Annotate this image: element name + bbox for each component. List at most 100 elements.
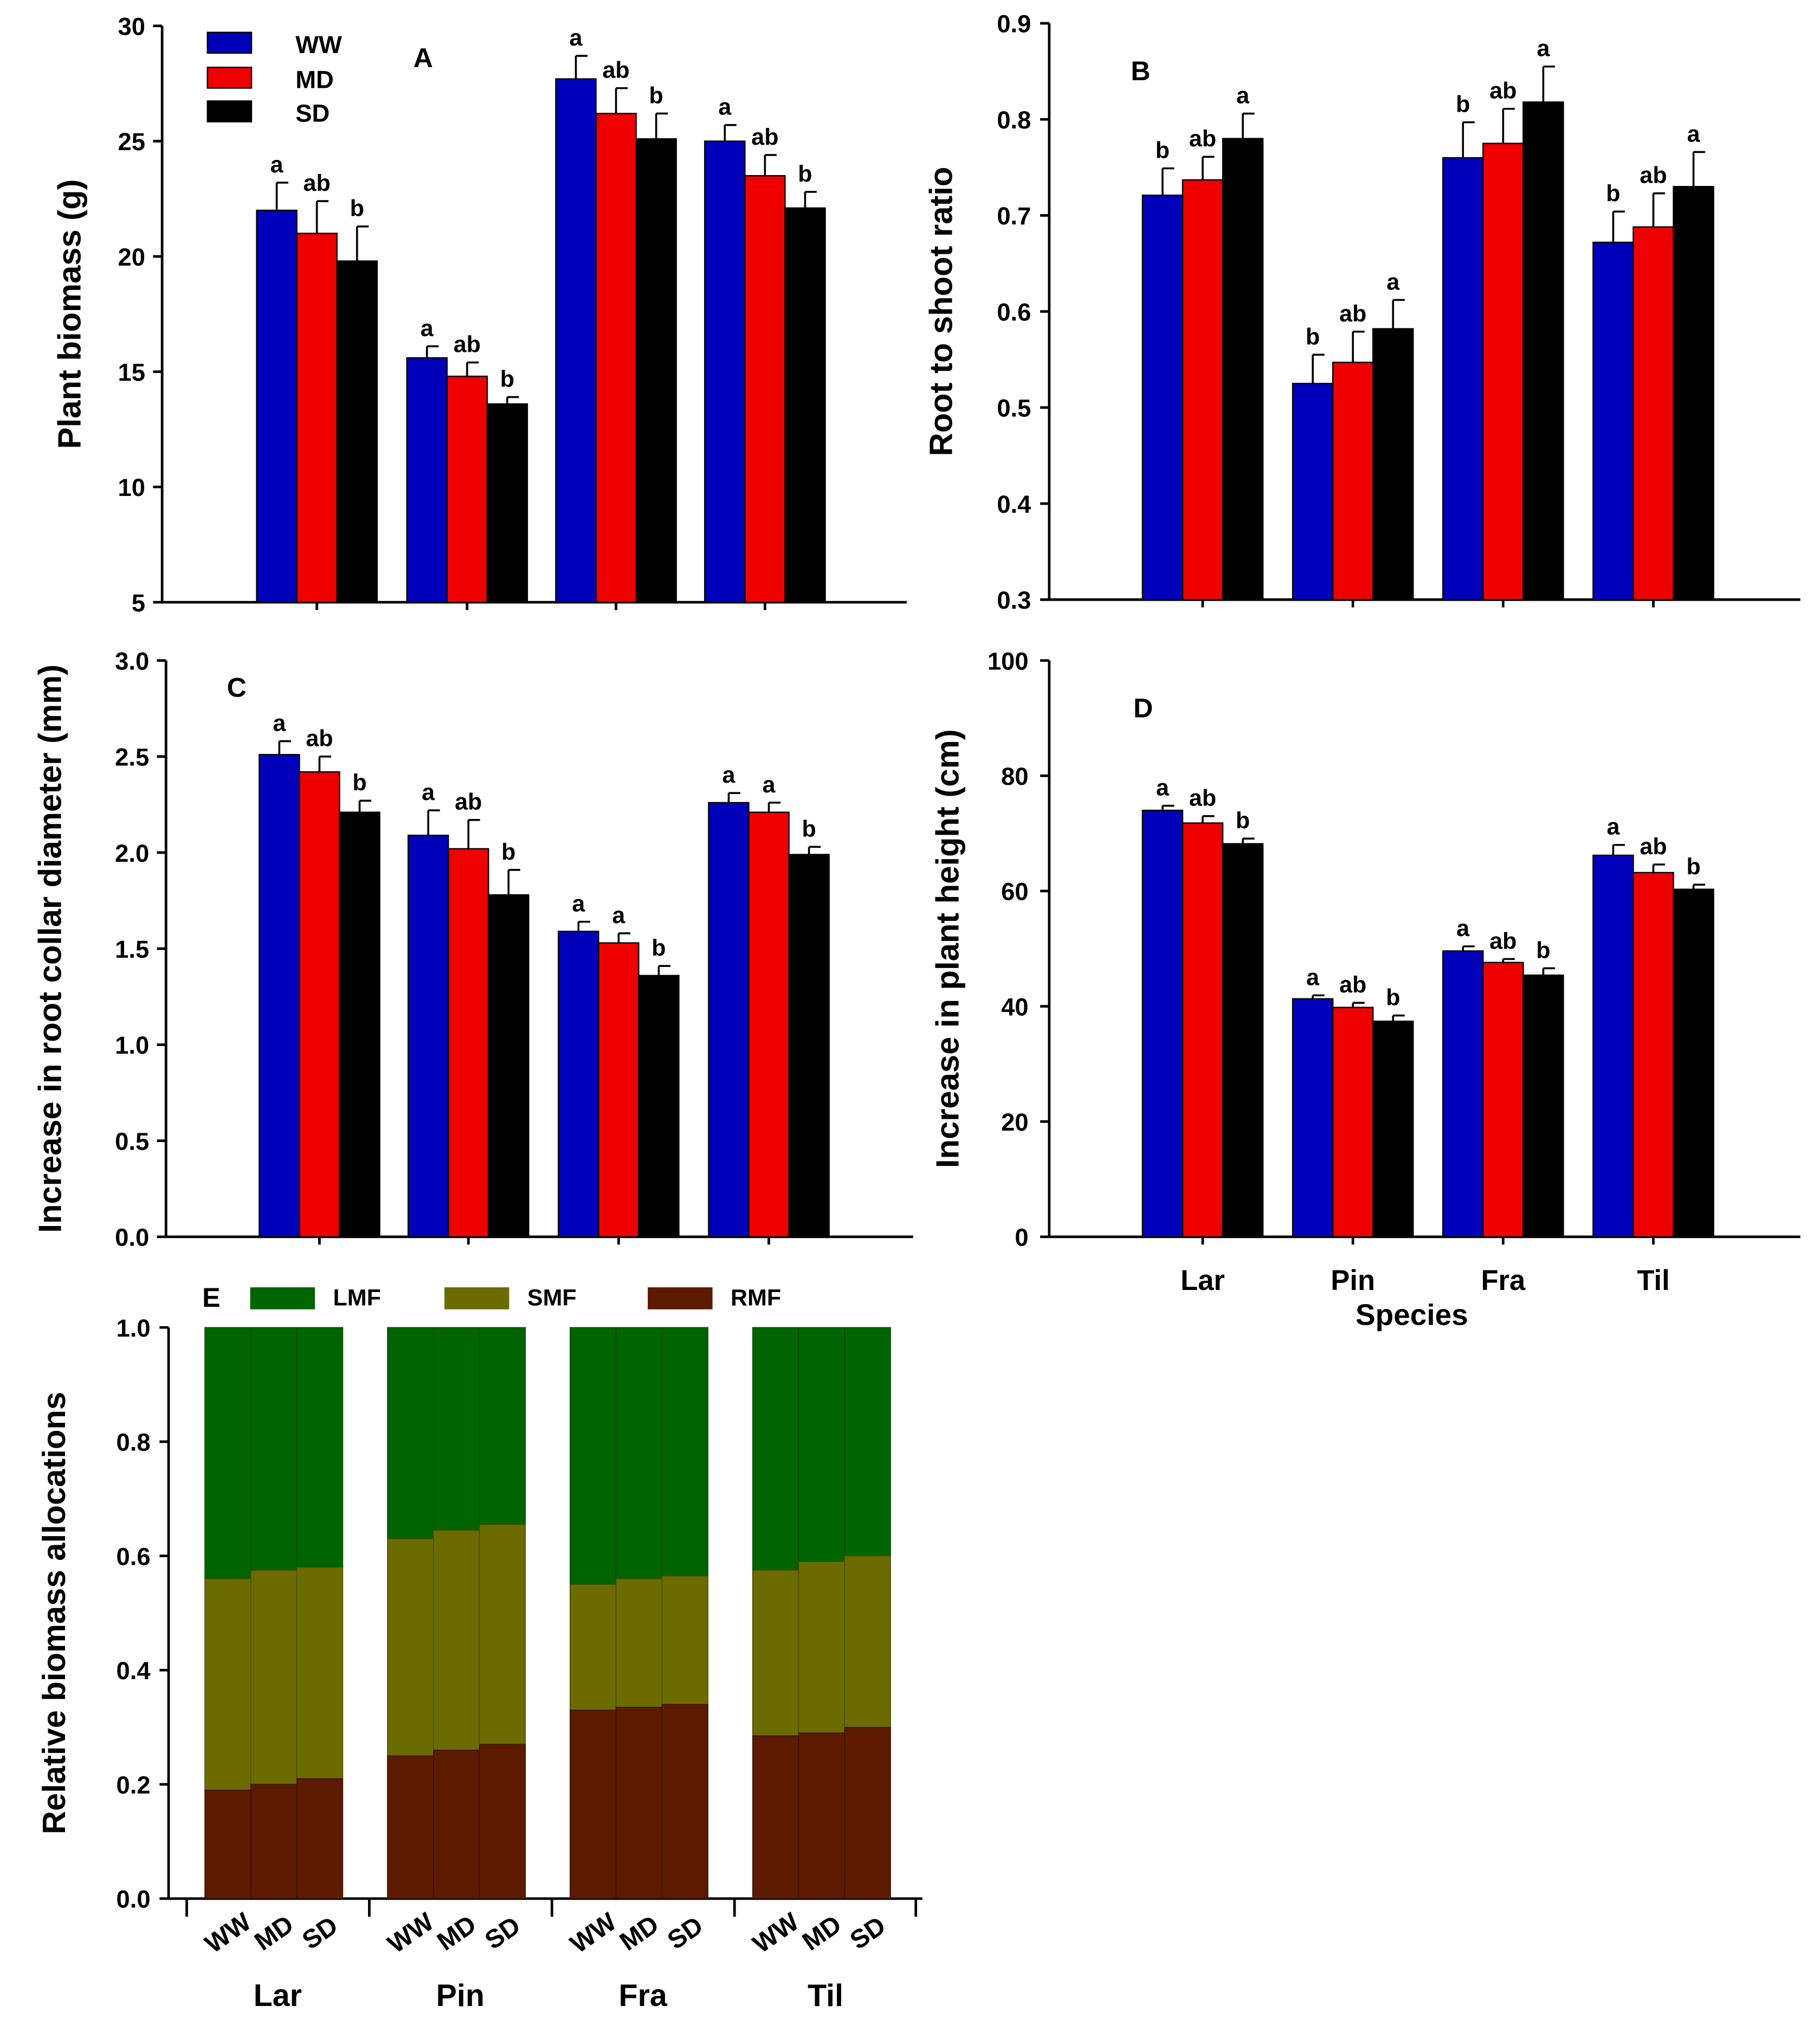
bar-sd-til [1673,186,1714,601]
bar-sd-fra [1522,974,1564,1238]
stack-smf-lar-ww [204,1578,251,1791]
bar-sd-lar [336,260,378,603]
bar-md-fra [1482,962,1524,1238]
stack-smf-til-sd [844,1555,891,1728]
legend-label-sd: SD [295,100,330,127]
x-group-label: Pin [436,1978,485,2013]
bar-md-lar [1182,822,1224,1238]
significance-letter: b [1456,91,1470,117]
significance-letter: ab [1489,928,1516,954]
bar-ww-til [704,140,746,603]
significance-letter: ab [1189,126,1216,152]
y-tick-label: 0.6 [117,1543,151,1570]
bar-ww-pin [1292,998,1334,1238]
y-tick-label: 15 [118,358,145,386]
y-tick-label: 5 [132,589,145,617]
stack-lmf-til-sd [844,1327,891,1557]
y-axis-title: Increase in plant height (cm) [930,729,966,1168]
stack-rmf-lar-md [250,1784,298,1899]
significance-letter: ab [1489,78,1516,104]
bar-ww-pin [407,834,449,1238]
significance-letter: a [572,891,585,917]
bar-md-fra [1482,143,1524,601]
bar-sd-lar [339,811,380,1238]
y-axis-title: Plant biomass (g) [51,179,88,449]
x-axis-title: Species [1356,1298,1468,1331]
bar-sd-fra [638,975,680,1238]
legend-label-smf: SMF [527,1285,577,1311]
y-axis-title: Increase in root collar diameter (mm) [32,665,68,1233]
bar-md-til [1632,226,1674,601]
panel-label: D [1133,693,1153,724]
significance-letter: a [1386,269,1400,295]
legend-label-ww: WW [295,31,342,59]
significance-letter: a [718,94,732,120]
x-category-label: Til [1637,1265,1669,1296]
y-tick-label: 0.2 [117,1771,151,1799]
y-tick-label: 0.5 [997,395,1031,422]
significance-letter: ab [751,124,778,150]
y-tick-label: 0 [1015,1224,1028,1252]
y-tick-label: 80 [1001,763,1028,790]
bar-ww-lar [256,209,298,603]
bar-md-pin [1332,362,1374,601]
bar-ww-pin [406,357,448,603]
bar-sd-pin [486,403,528,603]
significance-letter: a [763,772,776,798]
x-treatment-label: WW [383,1907,440,1959]
y-tick-label: 20 [118,243,145,271]
panel-label: C [227,673,247,703]
bar-ww-fra [558,931,599,1238]
y-tick-label: 1.5 [115,936,149,963]
x-treatment-label: MD [432,1910,481,1957]
legend-swatch-ww [206,31,253,54]
significance-letter: a [421,315,434,341]
significance-letter: a [1456,915,1470,941]
significance-letter: b [649,82,663,108]
stack-smf-pin-sd [479,1524,526,1745]
stack-rmf-pin-ww [387,1755,434,1899]
significance-letter: ab [1189,785,1216,811]
bar-md-fra [598,942,640,1238]
bar-ww-til [1592,241,1634,601]
x-category-label: Pin [1331,1265,1375,1296]
significance-letter: b [1606,180,1620,207]
significance-letter: a [1606,814,1620,840]
legend-swatch-smf [444,1287,509,1309]
stack-lmf-pin-sd [479,1327,526,1525]
panel-b-root-shoot-ratio: 0.3 0.4 0.5 0.6 0.7 0.8 0.9 Root to shoot ratio… [923,10,1800,614]
bar-md-fra [595,113,637,603]
stack-lmf-fra-md [615,1327,663,1579]
y-tick-label: 20 [1001,1108,1028,1136]
stack-rmf-pin-md [433,1750,480,1899]
significance-letter: ab [304,170,331,196]
x-group-label: Lar [254,1978,302,2013]
bar-ww-lar [259,754,300,1238]
y-tick-label: 100 [988,647,1029,675]
y-tick-label: 1.0 [117,1314,151,1342]
x-treatment-label: MD [249,1910,299,1957]
bar-sd-til [784,207,826,603]
bar-ww-lar [1141,195,1184,601]
significance-letter: ab [1339,972,1366,998]
significance-letter: b [1306,324,1320,350]
stack-lmf-lar-ww [204,1327,251,1579]
bar-sd-lar [1222,138,1264,601]
bar-ww-lar [1141,809,1184,1238]
stack-smf-fra-sd [661,1575,708,1705]
legend-label-lmf: LMF [333,1285,381,1311]
significance-letter: b [1386,984,1400,1010]
bar-sd-til [788,854,830,1238]
significance-letter: ab [1640,834,1667,860]
stack-rmf-til-sd [844,1727,891,1899]
stack-lmf-fra-sd [661,1327,708,1577]
significance-letter: ab [455,789,482,815]
bar-md-pin [446,376,488,603]
panel-c-root-collar-diameter: 0.0 0.5 1.0 1.5 2.0 2.5 3.0 Increase in root co… [32,647,913,1252]
legend-label-rmf: RMF [731,1285,781,1311]
y-axis-title: Root to shoot ratio [923,167,959,456]
x-treatment-label: WW [565,1907,622,1959]
significance-letter: b [1236,808,1250,834]
significance-letter: a [273,710,286,736]
